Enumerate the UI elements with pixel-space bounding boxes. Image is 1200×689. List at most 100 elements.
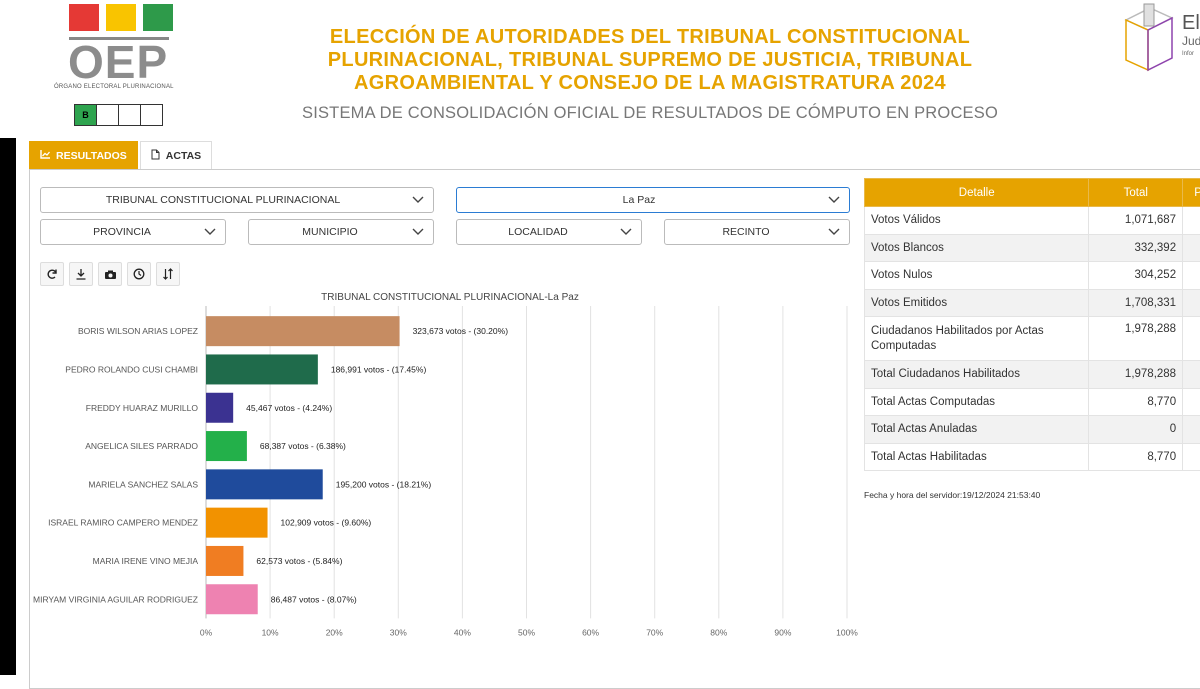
bar xyxy=(206,354,318,384)
history-button[interactable] xyxy=(127,262,151,286)
row-total: 304,252 xyxy=(1089,262,1183,290)
table-row: Votos Nulos 304,252 xyxy=(865,262,1200,290)
category-label: MARIA IRENE VINO MEJIA xyxy=(93,556,199,566)
row-total: 8,770 xyxy=(1089,443,1183,471)
data-label: 86,487 votos - (8.07%) xyxy=(271,594,357,604)
row-total: 332,392 xyxy=(1089,234,1183,262)
row-percent xyxy=(1183,388,1200,416)
row-total: 0 xyxy=(1089,416,1183,444)
table-row: Total Ciudadanos Habilitados 1,978,288 xyxy=(865,361,1200,389)
chart-icon xyxy=(40,150,50,162)
data-label: 102,909 votos - (9.60%) xyxy=(281,518,372,528)
x-tick-label: 60% xyxy=(582,627,599,637)
status-box xyxy=(118,104,141,126)
refresh-button[interactable] xyxy=(40,262,64,286)
row-label: Total Actas Anuladas xyxy=(865,416,1089,444)
brand-word: Infor xyxy=(1182,51,1194,57)
category-label: ISRAEL RAMIRO CAMPERO MENDEZ xyxy=(48,518,198,528)
x-tick-label: 90% xyxy=(774,627,791,637)
tab-label: RESULTADOS xyxy=(56,150,127,162)
row-label: Total Actas Computadas xyxy=(865,388,1089,416)
bar xyxy=(206,584,258,614)
data-label: 186,991 votos - (17.45%) xyxy=(331,364,427,374)
select-value: TRIBUNAL CONSTITUCIONAL PLURINACIONAL xyxy=(106,194,340,206)
row-percent xyxy=(1183,289,1200,317)
x-tick-label: 30% xyxy=(390,627,407,637)
column-header: Detalle xyxy=(865,179,1089,207)
results-table: Detalle Total P Votos Válidos 1,071,687 … xyxy=(864,178,1200,471)
x-tick-label: 0% xyxy=(200,627,213,637)
x-tick-label: 80% xyxy=(710,627,727,637)
select-value: LOCALIDAD xyxy=(508,226,568,238)
logo-text: OEP xyxy=(68,40,188,84)
sort-button[interactable] xyxy=(156,262,180,286)
row-label: Ciudadanos Habilitados por Actas Computa… xyxy=(865,317,1089,361)
chevron-down-icon xyxy=(827,224,841,238)
provincia-select[interactable]: PROVINCIA xyxy=(40,219,226,245)
download-button[interactable] xyxy=(69,262,93,286)
departamento-select[interactable]: La Paz xyxy=(456,187,850,213)
header: OEP ÓRGANO ELECTORAL PLURINACIONAL B ELE… xyxy=(0,0,1200,138)
category-label: ANGELICA SILES PARRADO xyxy=(85,441,198,451)
download-icon xyxy=(75,268,87,280)
logo-subtitle: ÓRGANO ELECTORAL PLURINACIONAL xyxy=(54,84,188,90)
category-label: FREDDY HUARAZ MURILLO xyxy=(86,403,199,413)
tribunal-select[interactable]: TRIBUNAL CONSTITUCIONAL PLURINACIONAL xyxy=(40,187,434,213)
logo-square-red xyxy=(69,4,99,31)
row-percent xyxy=(1183,234,1200,262)
row-label: Votos Válidos xyxy=(865,207,1089,235)
category-label: MIRYAM VIRGINIA AGUILAR RODRIGUEZ xyxy=(33,594,198,604)
row-total: 1,071,687 xyxy=(1089,207,1183,235)
row-percent xyxy=(1183,207,1200,235)
row-percent xyxy=(1183,416,1200,444)
table-row: Total Actas Anuladas 0 xyxy=(865,416,1200,444)
screenshot-button[interactable] xyxy=(98,262,122,286)
select-value: RECINTO xyxy=(722,226,769,238)
clock-icon xyxy=(133,268,145,280)
x-tick-label: 20% xyxy=(326,627,343,637)
table-row: Total Actas Computadas 8,770 xyxy=(865,388,1200,416)
ballot-box-icon xyxy=(1118,2,1178,74)
x-tick-label: 100% xyxy=(836,627,858,637)
municipio-select[interactable]: MUNICIPIO xyxy=(248,219,434,245)
bar xyxy=(206,431,247,461)
tab-bar: RESULTADOS ACTAS xyxy=(29,141,214,169)
select-value: MUNICIPIO xyxy=(302,226,357,238)
server-time: Fecha y hora del servidor:19/12/2024 21:… xyxy=(864,490,1040,500)
status-box xyxy=(140,104,163,126)
logo-square-green xyxy=(143,4,173,31)
row-total: 8,770 xyxy=(1089,388,1183,416)
localidad-select[interactable]: LOCALIDAD xyxy=(456,219,642,245)
data-label: 195,200 votos - (18.21%) xyxy=(336,479,432,489)
judicial-election-logo: Ele Jud Infor xyxy=(1118,2,1200,77)
chevron-down-icon xyxy=(827,192,841,206)
status-box xyxy=(96,104,119,126)
row-label: Votos Blancos xyxy=(865,234,1089,262)
tab-label: ACTAS xyxy=(166,150,201,162)
x-tick-label: 10% xyxy=(262,627,279,637)
x-tick-label: 40% xyxy=(454,627,471,637)
tab-actas[interactable]: ACTAS xyxy=(140,141,212,169)
recinto-select[interactable]: RECINTO xyxy=(664,219,850,245)
chart-toolbar xyxy=(40,262,180,286)
row-percent xyxy=(1183,317,1200,361)
table-row: Votos Blancos 332,392 xyxy=(865,234,1200,262)
bar xyxy=(206,546,243,576)
row-label: Total Ciudadanos Habilitados xyxy=(865,361,1089,389)
bar-chart: 0%10%20%30%40%50%60%70%80%90%100%BORIS W… xyxy=(30,300,860,645)
row-total: 1,978,288 xyxy=(1089,317,1183,361)
x-tick-label: 50% xyxy=(518,627,535,637)
row-percent xyxy=(1183,262,1200,290)
oep-logo: OEP ÓRGANO ELECTORAL PLURINACIONAL xyxy=(54,4,188,90)
data-label: 323,673 votos - (30.20%) xyxy=(413,326,509,336)
row-label: Votos Nulos xyxy=(865,262,1089,290)
select-value: PROVINCIA xyxy=(93,226,151,238)
status-boxes: B xyxy=(74,104,162,126)
camera-icon xyxy=(104,269,117,280)
bar xyxy=(206,508,268,538)
column-header: P xyxy=(1183,179,1200,207)
sort-icon xyxy=(162,268,174,280)
category-label: MARIELA SANCHEZ SALAS xyxy=(88,479,198,489)
brand-word: Ele xyxy=(1182,12,1200,35)
tab-resultados[interactable]: RESULTADOS xyxy=(29,141,138,169)
